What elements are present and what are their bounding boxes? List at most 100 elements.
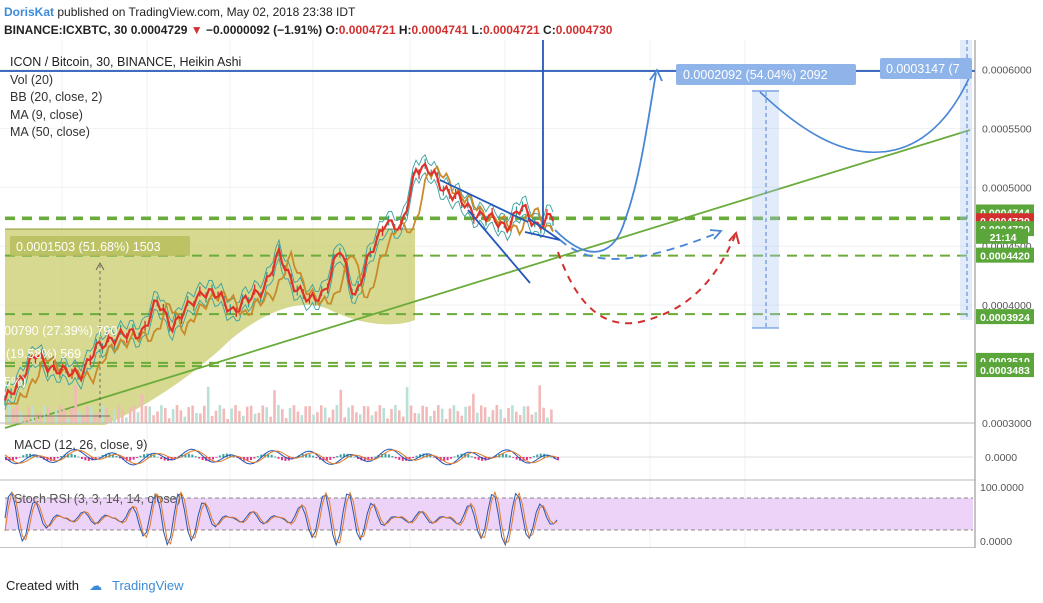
price-series (3, 153, 555, 410)
macd-histogram-bar (356, 457, 359, 460)
legend-item-bb[interactable]: BB (20, close, 2) (10, 90, 103, 104)
cup-projection-curve (759, 75, 971, 153)
macd-histogram-bar (532, 456, 535, 458)
macd-histogram-bar (422, 453, 425, 458)
volume-bar (386, 418, 389, 423)
macd-histogram-bar (218, 455, 221, 458)
range-box-2[interactable] (960, 40, 972, 320)
macd-histogram-bar (18, 457, 21, 458)
macd-histogram-bar (394, 457, 397, 459)
volume-bar (257, 412, 261, 423)
volume-bar (515, 411, 518, 423)
volume-bar (394, 405, 397, 423)
down-arrow-icon: ▼ (190, 23, 203, 37)
macd-histogram-bar (322, 457, 325, 461)
volume-bar (187, 407, 190, 423)
price-axis-badge: 0.0003924 (976, 309, 1034, 325)
volume-bar (121, 409, 124, 423)
legend-title[interactable]: ICON / Bitcoin, 30, BINANCE, Heikin Ashi (10, 55, 242, 69)
tradingview-link[interactable]: TradingView (112, 578, 184, 593)
measure-label-1503[interactable]: 0.0001503 (51.68%) 1503 (10, 236, 190, 256)
macd-histogram-bar (29, 453, 32, 458)
macd-histogram-bar (536, 454, 539, 458)
legend-item-volume[interactable]: Vol (20) (10, 72, 54, 87)
volume-bar (253, 413, 257, 423)
legend-item-ma50[interactable]: MA (50, close) (10, 125, 90, 139)
macd-histogram-bar (60, 455, 63, 458)
volume-bar (316, 412, 319, 423)
macd-histogram-bar (260, 454, 263, 458)
macd-histogram-bar (111, 454, 114, 458)
volume-bar (54, 410, 58, 423)
last-price: 0.0004729 (130, 23, 188, 37)
close-value: 0.0004730 (555, 23, 613, 37)
macd-histogram-bar (336, 455, 339, 458)
volume-bar (487, 416, 491, 423)
macd-histogram-bar (160, 457, 163, 460)
macd-histogram-bar (115, 455, 118, 458)
range-box-1[interactable] (752, 90, 779, 328)
legend-item-ma9[interactable]: MA (9, close) (10, 107, 83, 122)
measure-label-2092[interactable]: 0.0002092 (54.04%) 2092 (676, 64, 856, 85)
projection-blue-dashed (559, 231, 721, 260)
volume-bar (156, 411, 159, 423)
macd-histogram-bar (184, 453, 187, 458)
volume-bar (101, 405, 105, 423)
measure-label-3147[interactable]: 0.0003147 (7 (880, 58, 972, 79)
macd-histogram-bar (187, 453, 190, 458)
volume-bar (362, 406, 366, 423)
bb-upper-line (4, 153, 554, 392)
macd-histogram-bar (91, 457, 94, 461)
volume-bar (507, 407, 510, 423)
volume-bar (47, 407, 50, 423)
macd-histogram-bar (370, 457, 373, 460)
volume-bar (175, 405, 179, 423)
volume-bar (390, 409, 393, 423)
volume-bar (93, 414, 97, 423)
macd-histogram-bar (343, 453, 346, 458)
volume-bar (273, 390, 276, 423)
volume-bar (78, 411, 81, 423)
volume-bar (70, 408, 73, 423)
volume-bar (550, 409, 553, 423)
macd-tick-label: 0.0000 (985, 452, 1017, 464)
volume-bar (472, 393, 475, 423)
volume-bar (245, 406, 249, 423)
volume-bar (117, 405, 120, 423)
macd-histogram-bar (401, 457, 404, 461)
macd-histogram-bar (194, 456, 197, 458)
volume-bar (405, 387, 409, 423)
measure-label-569: (19.58%) 569 (6, 347, 81, 361)
macd-histogram-bar (474, 457, 477, 459)
price-tick-label: 0.0005500 (982, 123, 1032, 135)
macd-histogram-bar (118, 457, 121, 459)
publish-line: DorisKat published on TradingView.com, M… (4, 5, 355, 19)
macd-histogram-bar (539, 453, 542, 458)
price-axis-labels: 0.00047440.00047290.000473021:140.000442… (976, 204, 1034, 378)
publisher-name[interactable]: DorisKat (4, 5, 55, 19)
cup-shape (5, 229, 415, 425)
volume-bar (97, 412, 101, 423)
volume-bar (425, 406, 428, 423)
macd-histogram-bar (339, 454, 342, 458)
volume-bar (378, 405, 382, 423)
macd-histogram-bar (122, 457, 125, 460)
macd-histogram-bar (367, 457, 370, 461)
tradingview-logo-icon[interactable]: ☁ (89, 578, 103, 593)
svg-text:0.0003924: 0.0003924 (980, 312, 1030, 324)
macd-pane: MACD (12, 26, close, 9) (4, 438, 973, 466)
volume-bar (511, 405, 514, 423)
trend-line[interactable] (4, 129, 971, 429)
volume-bar (86, 406, 89, 423)
volume-bar (542, 407, 545, 423)
macd-histogram-bar (398, 457, 401, 460)
macd-histogram-bar (191, 454, 194, 458)
close-label: C: (543, 23, 556, 37)
volume-bar (495, 405, 499, 423)
volume-bar (351, 405, 354, 423)
chart-canvas[interactable]: 0.0001503 (51.68%) 1503 0.0002092 (54.04… (0, 40, 1043, 548)
falling-wedge[interactable] (439, 179, 561, 284)
volume-bar (214, 410, 218, 423)
macd-histogram-bar (529, 457, 532, 459)
volume-bar (43, 405, 46, 423)
